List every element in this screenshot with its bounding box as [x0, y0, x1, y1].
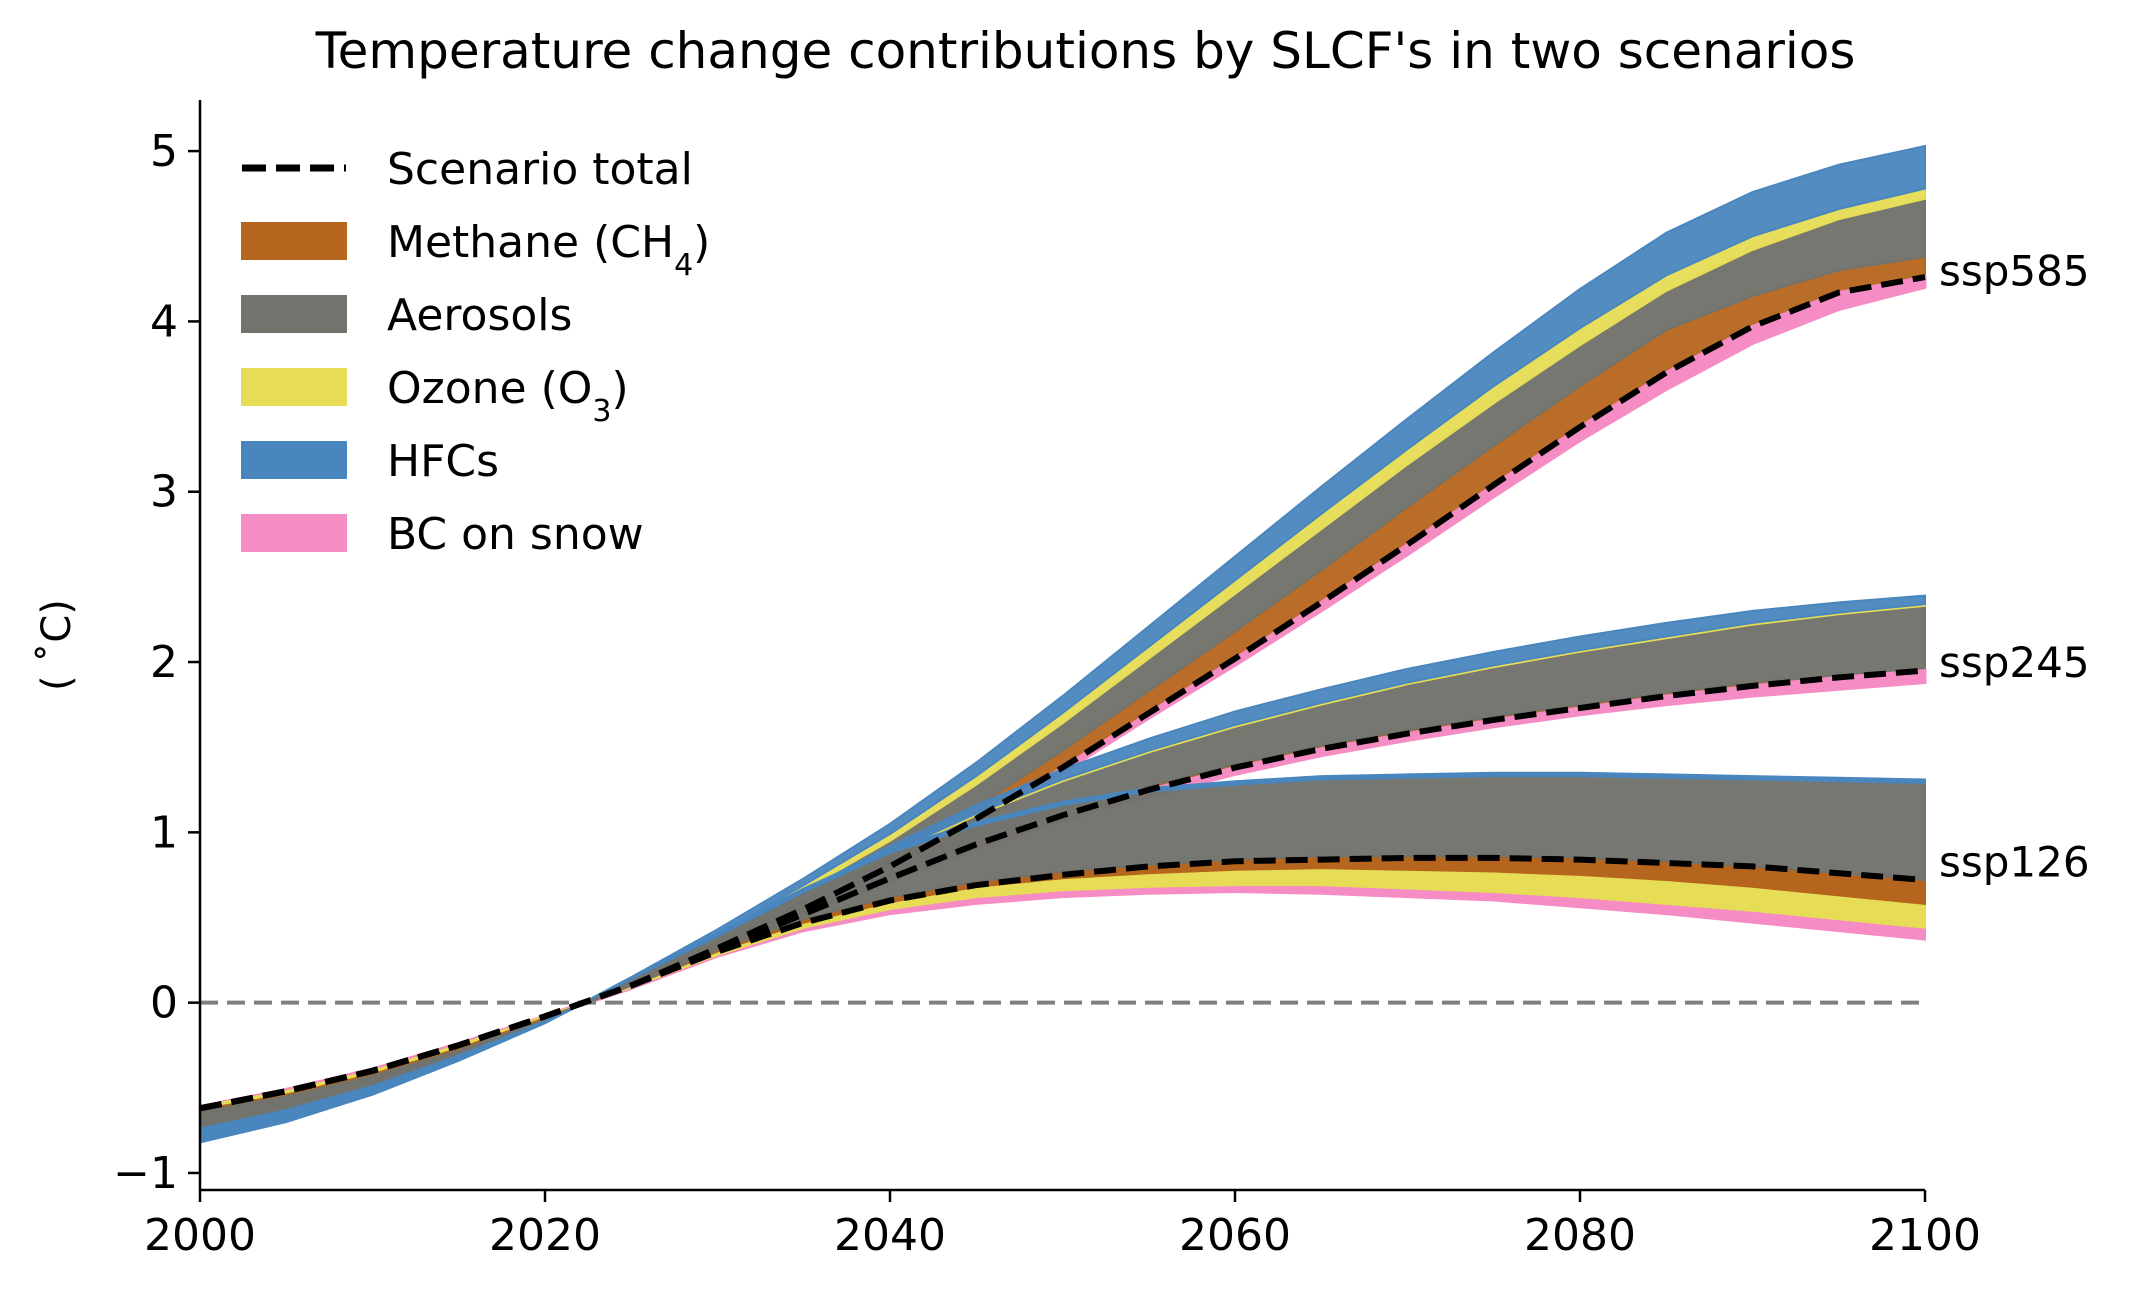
ssp126-aerosols-band: [199, 775, 1926, 1130]
stacked-bands: [198, 144, 1927, 1144]
y-tick-label: 3: [150, 467, 178, 518]
y-axis-label: ( ˚C): [34, 599, 80, 691]
legend-item: Aerosols: [241, 290, 572, 341]
legend-label: BC on snow: [387, 509, 644, 560]
ssp126-label: ssp126: [1939, 837, 2090, 886]
ssp585-label: ssp585: [1939, 246, 2090, 295]
legend-item: Scenario total: [242, 144, 693, 195]
legend-swatch: [241, 222, 347, 260]
series-lines: [199, 274, 1926, 1112]
legend-label: Scenario total: [387, 144, 693, 195]
legend-label: Methane (CH4): [387, 217, 710, 283]
axes: 2000 2020 2040 2060 2080 2100 −1 0 1 2 3 4 5 ( ˚C): [34, 100, 1981, 1261]
y-tick-label: 4: [150, 296, 178, 347]
ssp245-label: ssp245: [1939, 638, 2090, 687]
legend-label: Aerosols: [387, 290, 572, 341]
ssp126-hfcs-band: [199, 771, 1926, 1144]
ssp126-ozone-band: [199, 867, 1926, 1112]
y-tick-label: 0: [150, 978, 178, 1029]
chart-title: Temperature change contributions by SLCF…: [315, 22, 1856, 80]
legend-swatch: [241, 368, 347, 406]
ssp126-bc-on-snow-band: [199, 884, 1926, 1110]
x-tick-label: 2040: [834, 1210, 946, 1261]
legend-item: Methane (CH4): [241, 217, 710, 283]
legend-label: Ozone (O3): [387, 363, 629, 429]
legend-item: BC on snow: [241, 509, 644, 560]
y-tick-label: −1: [113, 1148, 178, 1199]
legend-swatch: [241, 295, 347, 333]
y-tick-label: 1: [150, 807, 178, 858]
legend: Scenario total Methane (CH4) Aerosols Ozone…: [241, 144, 710, 560]
legend-item: HFCs: [241, 436, 499, 487]
x-tick-label: 2020: [489, 1210, 601, 1261]
scenario-end-labels: ssp585 ssp245 ssp126: [1939, 246, 2090, 886]
y-tick-label: 2: [150, 637, 178, 688]
x-tick-label: 2080: [1524, 1210, 1636, 1261]
legend-item: Ozone (O3): [241, 363, 629, 429]
x-tick-label: 2060: [1179, 1210, 1291, 1261]
legend-label: HFCs: [387, 436, 499, 487]
ssp126-total-line: [199, 854, 1926, 1112]
x-tick-label: 2000: [144, 1210, 256, 1261]
legend-swatch: [241, 514, 347, 552]
legend-swatch: [241, 441, 347, 479]
x-tick-label: 2100: [1869, 1210, 1981, 1261]
y-tick-label: 5: [150, 126, 178, 177]
